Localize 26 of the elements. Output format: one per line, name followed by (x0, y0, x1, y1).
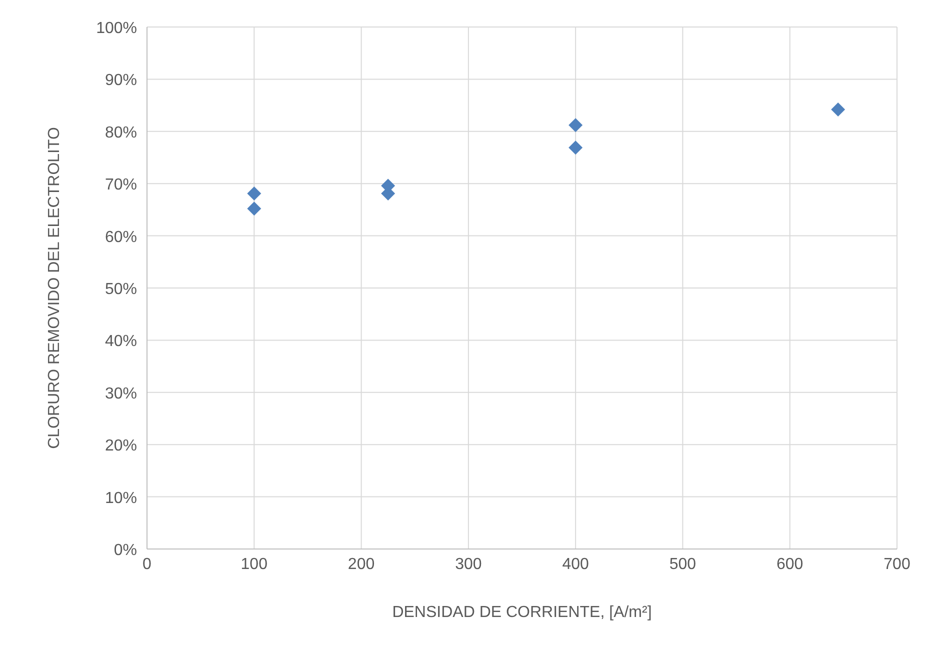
y-tick-label: 0% (114, 542, 137, 559)
y-tick-label: 80% (104, 124, 137, 142)
y-tick-label: 60% (104, 228, 137, 246)
x-tick-label: 200 (348, 556, 375, 573)
point (247, 202, 262, 216)
x-tick-label: 500 (669, 556, 696, 573)
y-tick-label: 30% (104, 385, 137, 402)
y-tick-label: 100% (96, 20, 137, 37)
y-tick-label: 10% (104, 490, 137, 507)
point (247, 186, 262, 201)
point (568, 118, 583, 132)
y-tick-label: 70% (104, 176, 137, 194)
x-axis-title: DENSIDAD DE CORRIENTE, [A/m²] (392, 604, 652, 621)
y-tick-label: 20% (104, 438, 137, 455)
x-tick-label: 700 (884, 556, 910, 573)
y-tick-label: 90% (104, 72, 137, 90)
y-tick-label: 40% (104, 333, 137, 350)
x-tick-label: 400 (562, 556, 590, 573)
x-tick-label: 600 (776, 556, 804, 573)
x-tick-label: 0 (142, 556, 152, 573)
point (831, 102, 846, 116)
y-axis-title: CLORURO REMOVIDO DEL ELECTROLITO (46, 127, 63, 449)
x-tick-label: 300 (455, 556, 482, 573)
y-tick-label: 50% (104, 281, 137, 298)
point (568, 140, 583, 155)
x-tick-label: 100 (240, 556, 268, 573)
